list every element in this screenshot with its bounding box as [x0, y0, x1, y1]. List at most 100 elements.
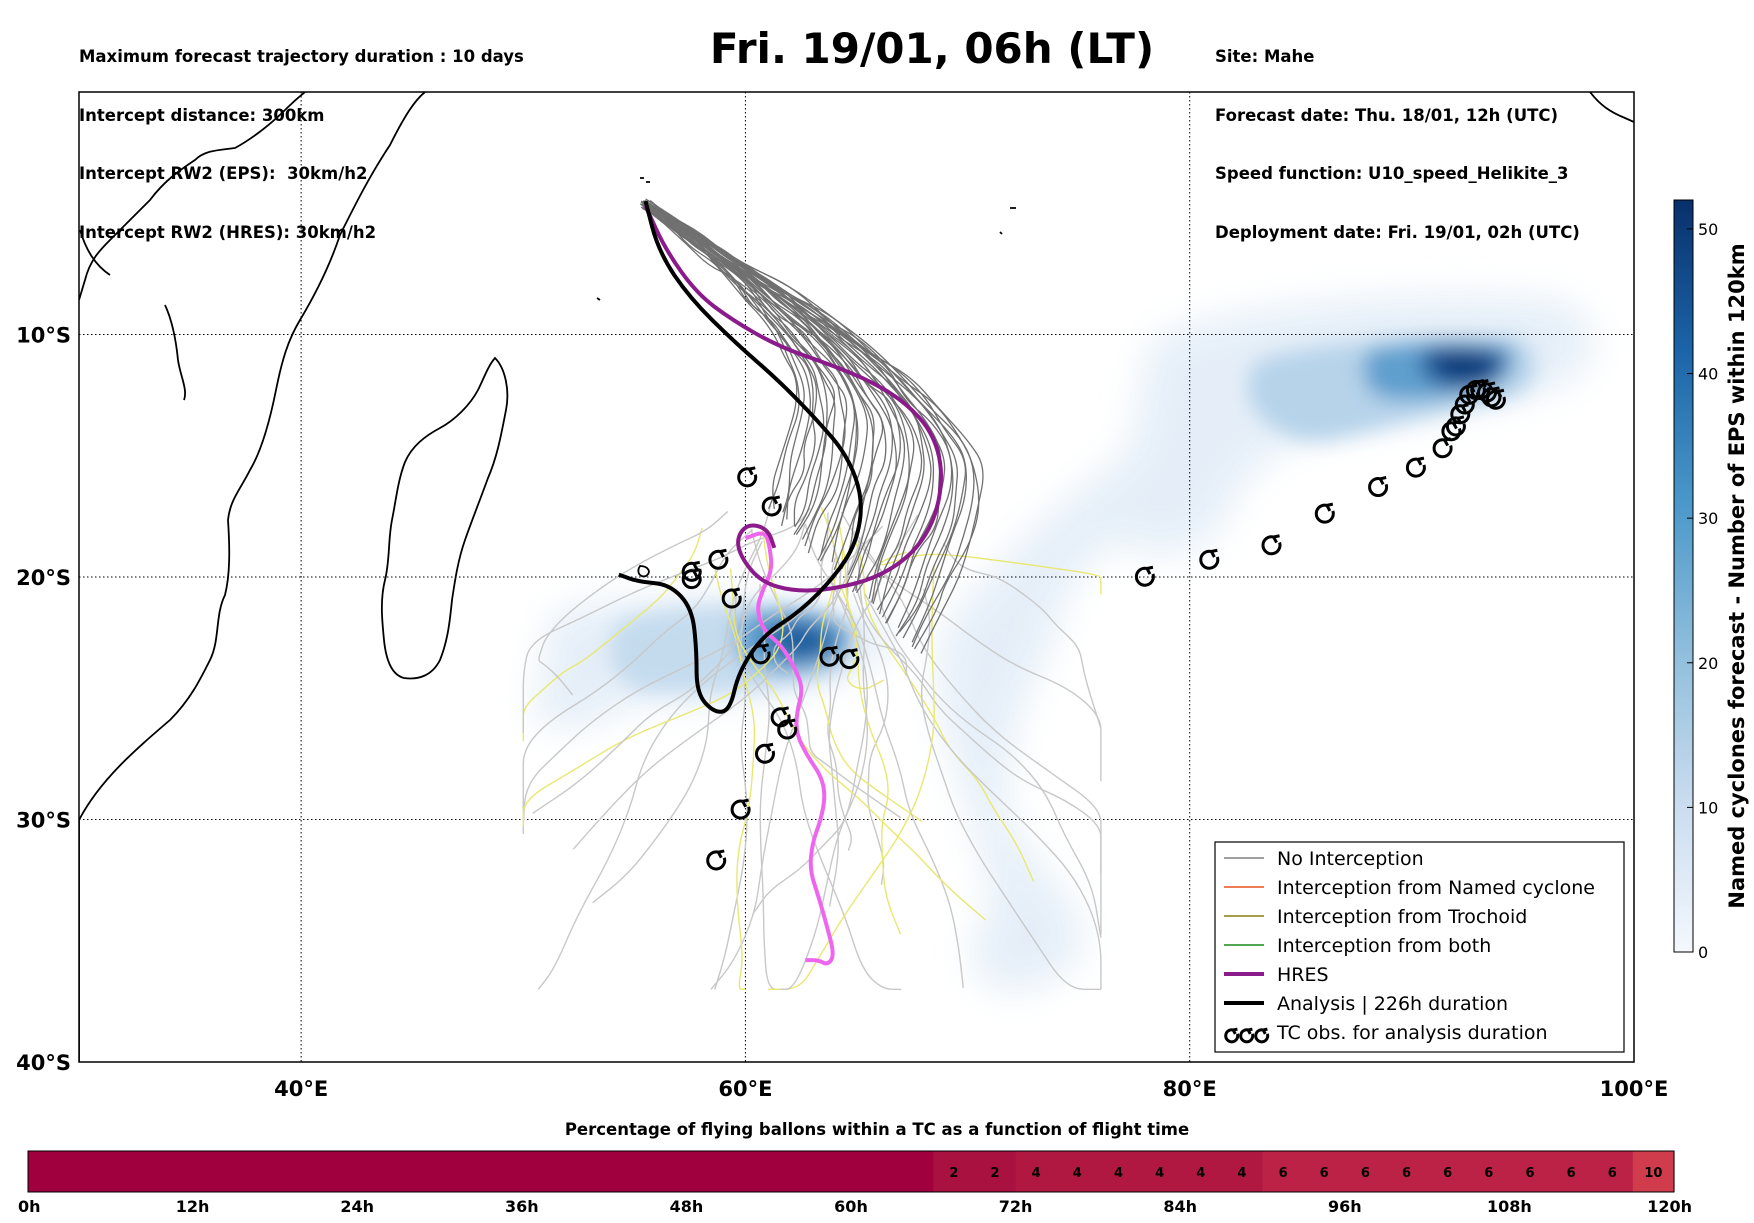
flight-bar-value-label: 4: [1237, 1166, 1246, 1181]
flight-bar-cell: [316, 1151, 358, 1192]
tc-obs-tail: [692, 568, 701, 578]
tc-obs-tail: [1416, 456, 1425, 466]
lat-tick-label: 40°S: [16, 1051, 71, 1075]
eps-track-no-interception: [650, 200, 925, 615]
tc-obs-symbol: [777, 718, 798, 740]
tc-obs-symbol: [737, 466, 758, 488]
tc-observation-symbols: [681, 379, 1506, 871]
eps-track-light: [854, 530, 1102, 935]
lon-tick-label: 60°E: [718, 1077, 772, 1101]
flight-bar-cell: [933, 1151, 976, 1192]
tc-obs-symbol: [1261, 534, 1282, 556]
legend-item: Interception from both: [1224, 935, 1491, 957]
flight-bar-cell: [1303, 1151, 1346, 1192]
flight-time-tick-label: 72h: [999, 1197, 1033, 1216]
tc-obs-ring: [1405, 457, 1426, 478]
flight-bar-cell: [974, 1151, 1017, 1192]
tc-obs-symbol: [1405, 456, 1426, 478]
colorbar-tick-label: 40: [1698, 365, 1718, 384]
coastlines: [79, 92, 1634, 1062]
eps-track-light: [864, 593, 1102, 990]
tc-obs-symbol: [706, 849, 727, 871]
colorbar-tick-label: 50: [1698, 220, 1718, 239]
legend-item: TC obs. for analysis duration: [1224, 1022, 1548, 1044]
flight-bar-cell: [1344, 1151, 1387, 1192]
flight-time-tick-label: 36h: [505, 1197, 539, 1216]
flight-bar-cell: [398, 1151, 441, 1192]
flight-bar-cell: [110, 1151, 153, 1192]
tc-obs-tail: [747, 466, 756, 476]
tc-obs-ring: [1441, 421, 1462, 442]
flight-time-tick-label: 84h: [1163, 1197, 1197, 1216]
tc-obs-symbol: [1239, 1027, 1255, 1044]
analysis-track: [618, 200, 863, 714]
tc-obs-symbol: [1441, 420, 1462, 442]
legend-item: No Interception: [1224, 848, 1424, 870]
legend-item: Interception from Trochoid: [1224, 906, 1527, 928]
header-line-site: Site: Mahe: [1215, 47, 1315, 66]
tc-obs-symbol: [681, 560, 702, 582]
coastline-sumatra: [1589, 92, 1634, 123]
tc-obs-symbol: [750, 643, 771, 665]
tc-obs-ring: [1485, 389, 1506, 410]
lon-tick-label: 40°E: [274, 1077, 328, 1101]
eps-track-light: [879, 551, 1102, 595]
tc-obs-ring: [706, 850, 727, 871]
legend-item: Interception from Named cyclone: [1224, 877, 1595, 899]
eps-track-light: [942, 543, 1102, 729]
header-line-deployment-date: Deployment date: Fri. 19/01, 02h (UTC): [1215, 222, 1580, 242]
coastline-madagascar: [380, 356, 509, 680]
tc-obs-tail: [1461, 403, 1469, 413]
legend-label: Interception from Named cyclone: [1277, 877, 1595, 899]
eps-track-no-interception: [645, 202, 923, 605]
flight-bar-cell: [1221, 1151, 1264, 1192]
flight-bar-cell: [1427, 1151, 1469, 1192]
eps-track-no-interception: [640, 200, 932, 611]
tc-obs-ring: [730, 799, 751, 820]
eps-track-light: [840, 511, 1102, 782]
flight-bar-cell: [1097, 1151, 1140, 1192]
tc-obs-symbol: [681, 568, 702, 590]
legend-label: HRES: [1277, 964, 1329, 986]
flight-bar-cell: [274, 1151, 317, 1192]
flight-bar-cell: [1139, 1151, 1181, 1192]
flight-bar-frame: [27, 1150, 1675, 1193]
colorbar-label: Named cyclones forecast - Number of EPS …: [1725, 243, 1749, 908]
tc-obs-ring: [839, 649, 860, 670]
tc-obs-ring: [737, 467, 758, 488]
tc-obs-ring: [1481, 387, 1502, 408]
header-line-max-duration: Maximum forecast trajectory duration : 1…: [79, 47, 524, 66]
eps-track-light: [522, 507, 811, 733]
flight-bar-cell: [604, 1151, 646, 1192]
tc-obs-tail: [741, 798, 749, 808]
flight-time-tick-label: 0h: [18, 1197, 41, 1216]
eps-track-no-interception: [640, 201, 975, 648]
tc-obs-ring: [721, 588, 742, 609]
eps-track-light: [522, 525, 884, 825]
tc-obs-symbol: [839, 648, 860, 670]
tc-obs-ring: [750, 644, 771, 665]
tc-obs-symbol: [721, 587, 742, 609]
flight-time-tick-label: 120h: [1647, 1197, 1692, 1216]
tc-obs-ring: [708, 549, 729, 570]
flight-time-tick-label: 60h: [834, 1197, 868, 1216]
lat-tick-label: 10°S: [16, 324, 71, 348]
eps-track-light: [767, 564, 935, 990]
flight-bar-cell: [727, 1151, 770, 1192]
flight-bar-cell: [851, 1151, 893, 1192]
legend-label: No Interception: [1277, 848, 1424, 870]
flight-bar-cell: [69, 1151, 111, 1192]
flight-bar-value-label: 6: [1443, 1166, 1452, 1181]
flight-bar-cell: [1385, 1151, 1428, 1192]
eps-track-no-interception: [649, 203, 811, 520]
flight-bar-value-label: 4: [1196, 1166, 1205, 1181]
tc-obs-tail: [1378, 476, 1387, 486]
flight-bar-value-label: 6: [1567, 1166, 1576, 1181]
eps-track-light: [572, 544, 842, 850]
map-gridlines: [79, 92, 1634, 1062]
flight-bar-cell: [1632, 1151, 1675, 1192]
header-line-intercept-hres: Intercept RW2 (HRES): 30km/h2: [79, 222, 377, 242]
flight-bar-cell: [151, 1151, 194, 1192]
flight-time-tick-label: 12h: [176, 1197, 210, 1216]
